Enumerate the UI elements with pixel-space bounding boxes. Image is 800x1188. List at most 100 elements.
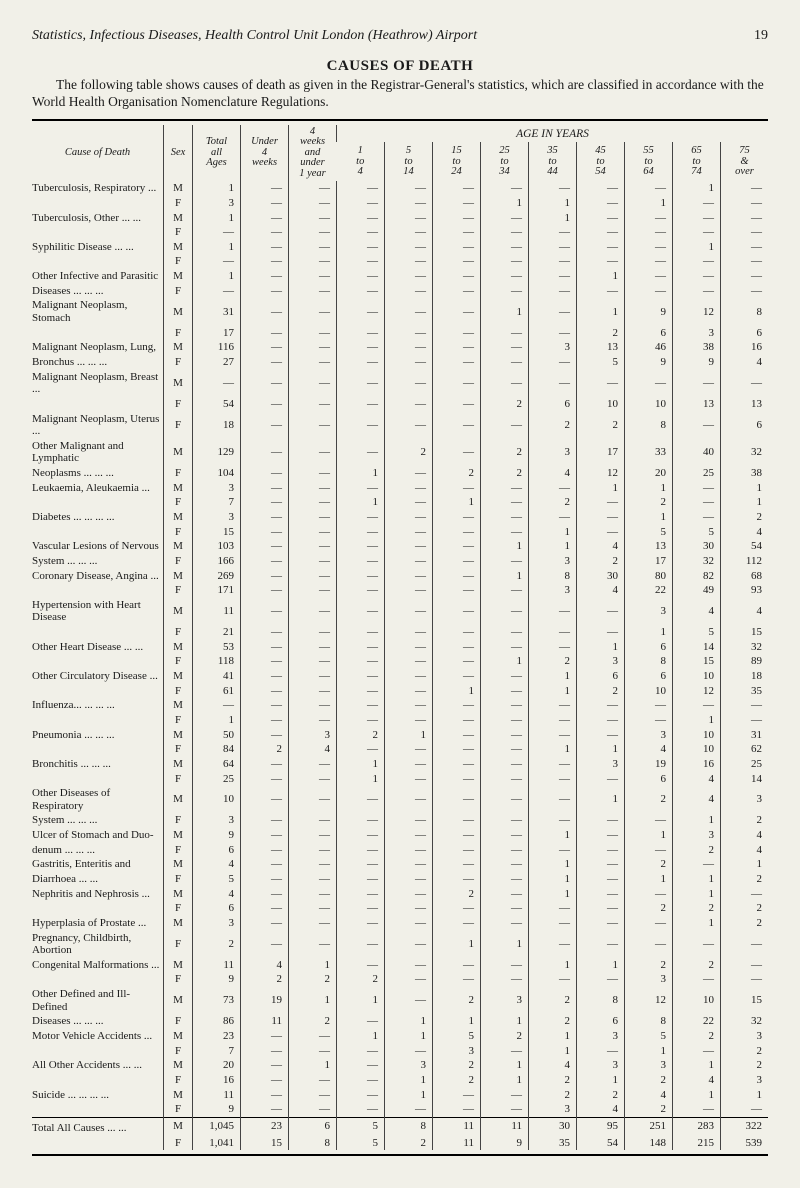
value-cell: — [577, 495, 625, 510]
value-cell: — [529, 901, 577, 916]
value-cell: — [337, 931, 385, 958]
sex-cell: F [164, 412, 193, 439]
value-cell: — [289, 181, 337, 196]
value-cell: — [481, 181, 529, 196]
value-cell: 3 [721, 786, 769, 813]
value-cell: — [385, 713, 433, 728]
value-cell: — [385, 225, 433, 240]
value-cell: — [673, 698, 721, 713]
value-cell: 1 [433, 684, 481, 699]
value-cell: 3 [625, 972, 673, 987]
cause-cell: Diarrhoea ... ... [32, 872, 164, 887]
value-cell: — [289, 598, 337, 625]
table-row: F1—————————1— [32, 713, 768, 728]
col-u1y-l5: 1 year [299, 168, 326, 179]
table-row: Other Diseases of RespiratoryM10———————1… [32, 786, 768, 813]
value-cell: — [289, 298, 337, 325]
value-cell: 86 [193, 1014, 241, 1029]
value-cell: — [289, 539, 337, 554]
value-cell: — [481, 525, 529, 540]
value-cell: — [481, 828, 529, 843]
table-row: Motor Vehicle Accidents ...M23——11521352… [32, 1029, 768, 1044]
value-cell: — [289, 355, 337, 370]
value-cell: — [241, 269, 289, 284]
value-cell: — [241, 355, 289, 370]
value-cell: 1 [721, 857, 769, 872]
value-cell: 1 [577, 958, 625, 973]
value-cell: — [241, 786, 289, 813]
value-cell: — [481, 916, 529, 931]
sex-cell: F [164, 654, 193, 669]
rule-top [32, 119, 768, 121]
value-cell: — [481, 554, 529, 569]
table-totals: Total All Causes ... ...M1,0452365811113… [32, 1117, 768, 1150]
cause-cell [32, 1136, 164, 1151]
value-cell: 104 [193, 466, 241, 481]
value-cell: — [241, 625, 289, 640]
value-cell: — [433, 225, 481, 240]
value-cell: — [241, 872, 289, 887]
value-cell: — [289, 554, 337, 569]
value-cell: 1 [673, 1058, 721, 1073]
table-row: Other Infective and ParasiticM1———————1—… [32, 269, 768, 284]
value-cell: — [241, 481, 289, 496]
value-cell: — [721, 211, 769, 226]
cause-cell [32, 713, 164, 728]
value-cell: 2 [577, 554, 625, 569]
value-cell: — [577, 728, 625, 743]
value-cell: 3 [433, 1044, 481, 1059]
value-cell: — [433, 326, 481, 341]
value-cell: — [385, 569, 433, 584]
value-cell: — [337, 569, 385, 584]
value-cell: — [337, 439, 385, 466]
value-cell: 4 [721, 355, 769, 370]
value-cell: 4 [673, 598, 721, 625]
value-cell: 3 [385, 1058, 433, 1073]
value-cell: 116 [193, 340, 241, 355]
cause-cell: Leukaemia, Aleukaemia ... [32, 481, 164, 496]
value-cell: — [481, 240, 529, 255]
value-cell: 1 [529, 958, 577, 973]
value-cell: — [481, 972, 529, 987]
table-row: F6————————222 [32, 901, 768, 916]
value-cell: — [385, 298, 433, 325]
value-cell: — [433, 397, 481, 412]
table-row: Ulcer of Stomach and Duo-M9——————1—134 [32, 828, 768, 843]
value-cell: — [481, 698, 529, 713]
value-cell: — [481, 757, 529, 772]
value-cell: 3 [577, 757, 625, 772]
value-cell: — [433, 181, 481, 196]
value-cell: — [481, 495, 529, 510]
value-cell: 1 [625, 1044, 673, 1059]
value-cell: 54 [577, 1136, 625, 1151]
value-cell: 1 [529, 539, 577, 554]
value-cell: 2 [577, 1088, 625, 1103]
value-cell: 31 [721, 728, 769, 743]
value-cell: 5 [337, 1118, 385, 1136]
value-cell: 3 [625, 598, 673, 625]
value-cell: — [337, 355, 385, 370]
value-cell: 8 [289, 1136, 337, 1151]
value-cell: — [241, 211, 289, 226]
value-cell: — [433, 742, 481, 757]
value-cell: 1 [433, 495, 481, 510]
cause-cell: Other Diseases of Respiratory [32, 786, 164, 813]
value-cell: — [337, 1014, 385, 1029]
value-cell: — [289, 569, 337, 584]
sex-cell: F [164, 1136, 193, 1151]
value-cell: — [241, 240, 289, 255]
value-cell: 1 [337, 757, 385, 772]
value-cell: — [385, 355, 433, 370]
value-cell: 1 [481, 654, 529, 669]
value-cell: 283 [673, 1118, 721, 1136]
value-cell: 1 [577, 786, 625, 813]
sex-cell: F [164, 931, 193, 958]
value-cell: — [577, 916, 625, 931]
value-cell: 16 [721, 340, 769, 355]
table-row: Bronchus ... ... ...F27———————5994 [32, 355, 768, 370]
value-cell: — [481, 958, 529, 973]
value-cell: — [721, 698, 769, 713]
value-cell: 20 [625, 466, 673, 481]
sex-cell: F [164, 901, 193, 916]
value-cell: 1 [625, 481, 673, 496]
